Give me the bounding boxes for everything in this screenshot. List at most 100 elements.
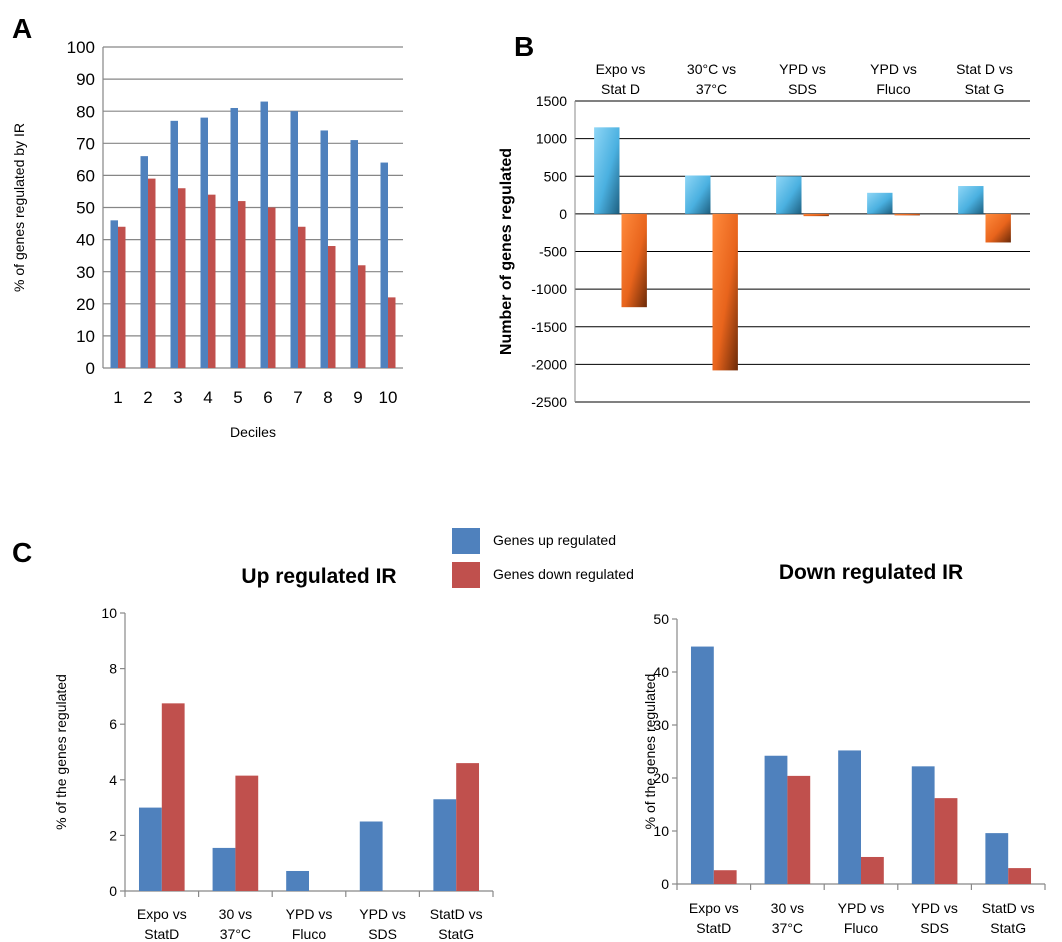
x-tick-label: 9 (353, 388, 362, 407)
x-axis-title: Deciles (230, 424, 276, 440)
x-tick-label: 37°C (772, 920, 803, 936)
bar (380, 162, 388, 368)
x-tick-label: StatD (696, 920, 731, 936)
bar (867, 192, 893, 214)
y-tick-label: 0 (661, 876, 669, 892)
bar (690, 646, 714, 884)
bar (118, 226, 126, 368)
x-tick-label: Expo vs (689, 900, 739, 916)
x-tick-label: 30 vs (219, 906, 252, 922)
bar (861, 856, 884, 884)
y-tick-label: 1000 (536, 131, 567, 147)
chart-c-down: 0 10 20 30 40 50 Expo vs StatD 30 vs 37°C YPD vs Fl… (642, 561, 1046, 936)
bar (358, 265, 366, 368)
x-tick-label: 1 (113, 388, 122, 407)
bar (764, 755, 788, 884)
x-tick-label: StatD vs (430, 906, 483, 922)
bar (148, 178, 156, 368)
bar (838, 750, 861, 884)
bar (235, 775, 259, 891)
y-tick-label: 6 (109, 716, 117, 732)
x-tick-label: 37°C (696, 81, 727, 97)
y-tick-label: 0 (109, 883, 117, 899)
y-axis-title: Number of genes regulated (498, 148, 515, 355)
bar (268, 207, 276, 368)
legend: Genes up regulated Genes down regulated (452, 528, 634, 588)
chart-title: Up regulated IR (241, 565, 396, 588)
bar (290, 111, 298, 368)
bar (286, 870, 309, 891)
y-tick-label: 60 (76, 167, 95, 186)
x-tick-label: SDS (920, 920, 949, 936)
y-tick-label: 20 (76, 295, 95, 314)
panel-label-a: A (12, 13, 32, 44)
bar (200, 117, 208, 369)
legend-label-up: Genes up regulated (493, 532, 616, 548)
y-tick-label: 500 (544, 168, 568, 184)
bar (138, 807, 162, 891)
bar (320, 130, 328, 368)
y-tick-label: -1500 (531, 319, 567, 335)
bar (388, 297, 396, 368)
chart-a: 0 10 20 30 40 50 60 70 80 90 100 1 2 3 4 5 6 7 8 9 10 % of ge… (11, 38, 403, 440)
x-tick-label: StatD (144, 926, 179, 942)
bar (934, 798, 958, 884)
y-tick-label: 30 (76, 263, 95, 282)
x-tick-label: Fluco (876, 81, 910, 97)
x-tick-label: SDS (368, 926, 397, 942)
x-tick-label: SDS (788, 81, 817, 97)
y-tick-label: -2500 (531, 394, 567, 410)
y-tick-label: 30 (653, 717, 669, 733)
y-tick-label: 80 (76, 102, 95, 121)
panel-label-c: C (12, 537, 32, 568)
bar (911, 766, 935, 884)
x-tick-label: 6 (263, 388, 272, 407)
bar (685, 175, 711, 214)
y-tick-label: 70 (76, 134, 95, 153)
bar (787, 775, 811, 884)
y-tick-label: 40 (76, 231, 95, 250)
bar (803, 213, 829, 217)
bar (110, 220, 118, 368)
bar (328, 246, 336, 368)
x-tick-label: YPD vs (870, 61, 917, 77)
bar (140, 156, 148, 368)
x-tick-label: Expo vs (596, 61, 646, 77)
bar (1008, 868, 1032, 884)
bar (985, 833, 1009, 884)
bar (161, 703, 185, 891)
x-tick-label: 30°C vs (687, 61, 736, 77)
legend-swatch-down (452, 562, 480, 588)
chart-c-up: 0 2 4 6 8 10 Expo vs StatD 30 vs 37°C YPD vs Fluco Y… (53, 565, 494, 942)
y-axis-title: % of the genes regulated (53, 674, 69, 830)
y-tick-label: 1500 (536, 93, 567, 109)
legend-swatch-up (452, 528, 480, 554)
x-tick-label: Stat D vs (956, 61, 1013, 77)
bar (359, 821, 383, 891)
y-tick-label: 8 (109, 661, 117, 677)
y-tick-label: 10 (101, 605, 117, 621)
x-tick-label: Fluco (844, 920, 878, 936)
y-axis-title: % of the genes regulated (642, 674, 658, 830)
bar (594, 127, 620, 214)
y-tick-label: -1000 (531, 281, 567, 297)
x-tick-label: YPD vs (779, 61, 826, 77)
y-tick-label: -500 (539, 244, 567, 260)
panel-label-b: B (514, 31, 534, 62)
bar (212, 847, 236, 891)
bar (170, 120, 178, 368)
bar (621, 213, 647, 308)
y-tick-label: 4 (109, 772, 117, 788)
y-tick-label: 50 (76, 199, 95, 218)
chart-b: -2500 -2000 -1500 -1000 -500 0 500 1000 1500 Expo… (498, 61, 1030, 410)
bar (713, 870, 737, 884)
y-tick-label: 50 (653, 611, 669, 627)
bar (433, 799, 457, 891)
x-tick-label: 8 (323, 388, 332, 407)
x-tick-label: Fluco (292, 926, 326, 942)
x-tick-label: StatG (438, 926, 474, 942)
bar (456, 763, 480, 891)
bar (985, 213, 1011, 243)
y-tick-label: 0 (559, 206, 567, 222)
